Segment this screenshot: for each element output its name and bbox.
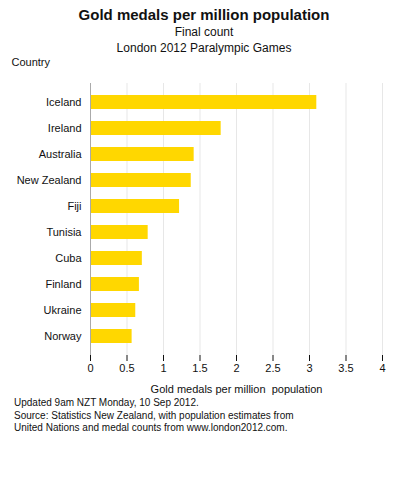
svg-text:3: 3 bbox=[306, 362, 312, 374]
svg-text:1.5: 1.5 bbox=[192, 362, 207, 374]
svg-text:Finland: Finland bbox=[45, 278, 81, 290]
svg-text:Gold medals per million popul: Gold medals per million population bbox=[151, 383, 323, 395]
html-text:London 2012 Paralympic Games: London 2012 Paralympic Games bbox=[116, 41, 292, 55]
svg-text:4: 4 bbox=[379, 362, 385, 374]
svg-text:Ireland: Ireland bbox=[48, 122, 82, 134]
svg-text:Australia: Australia bbox=[39, 148, 83, 160]
svg-text:3.5: 3.5 bbox=[338, 362, 353, 374]
svg-text:Fiji: Fiji bbox=[67, 200, 81, 212]
html-text:Gold medals per million popula: Gold medals per million population bbox=[78, 6, 330, 23]
svg-text:1: 1 bbox=[160, 362, 166, 374]
html-text:Final count: Final count bbox=[174, 25, 234, 39]
svg-text:2: 2 bbox=[233, 362, 239, 374]
svg-text:Iceland: Iceland bbox=[46, 96, 81, 108]
svg-text:0.5: 0.5 bbox=[119, 362, 134, 374]
svg-text:Ukraine: Ukraine bbox=[44, 304, 82, 316]
svg-text:Country: Country bbox=[12, 56, 51, 68]
svg-text:0: 0 bbox=[87, 362, 93, 374]
svg-text:Norway: Norway bbox=[44, 330, 82, 342]
svg-text:Cuba: Cuba bbox=[55, 252, 82, 264]
svg-text:Tunisia: Tunisia bbox=[46, 226, 82, 238]
svg-text:2.5: 2.5 bbox=[265, 362, 280, 374]
html-text:Updated 9am NZT Monday, 10 Sep: Updated 9am NZT Monday, 10 Sep 2012. Sou… bbox=[14, 397, 294, 433]
svg-text:New Zealand: New Zealand bbox=[17, 174, 82, 186]
